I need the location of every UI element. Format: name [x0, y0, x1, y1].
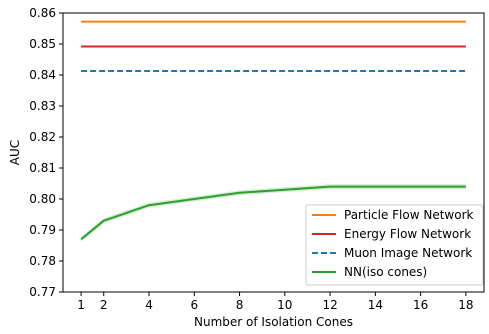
plot-frame [62, 12, 485, 293]
y-tick-label: 0.79 [29, 223, 56, 237]
legend-box [305, 204, 484, 286]
x-axis-label: Number of Isolation Cones [194, 315, 353, 329]
series-line-nn-iso-cones [80, 185, 466, 241]
x-tick-label: 14 [368, 298, 383, 312]
x-tick-label: 8 [236, 298, 244, 312]
y-tick-label: 0.77 [29, 285, 56, 299]
legend-label-particle-flow-network: Particle Flow Network [344, 208, 474, 222]
x-tick-label: 1 [77, 298, 85, 312]
x-tick-label: 6 [190, 298, 198, 312]
y-tick-label: 0.84 [29, 68, 56, 82]
y-tick-label: 0.83 [29, 99, 56, 113]
plot-area [80, 20, 466, 242]
y-tick-label: 0.81 [29, 161, 56, 175]
y-tick-label: 0.85 [29, 37, 56, 51]
legend-label-energy-flow-network: Energy Flow Network [344, 227, 471, 241]
x-tick-label: 4 [145, 298, 153, 312]
x-tick-label: 2 [100, 298, 108, 312]
axes: 1 2 4 6 8 10 12 14 16 180.770.780.790.800.810.820… [29, 6, 485, 312]
y-tick-label: 0.82 [29, 130, 56, 144]
x-tick-label: 10 [277, 298, 292, 312]
y-tick-label: 0.86 [29, 6, 56, 20]
x-tick-label: 18 [458, 298, 473, 312]
y-tick-label: 0.80 [29, 192, 56, 206]
x-tick-label: 12 [322, 298, 337, 312]
legend-label-nn-iso-cones: NN(iso cones) [344, 265, 427, 279]
legend-label-muon-image-network: Muon Image Network [344, 246, 472, 260]
legend: Particle Flow Network Energy Flow Network… [305, 204, 484, 286]
x-tick-label: 16 [413, 298, 428, 312]
y-axis-label: AUC [8, 140, 22, 165]
y-tick-label: 0.78 [29, 254, 56, 268]
